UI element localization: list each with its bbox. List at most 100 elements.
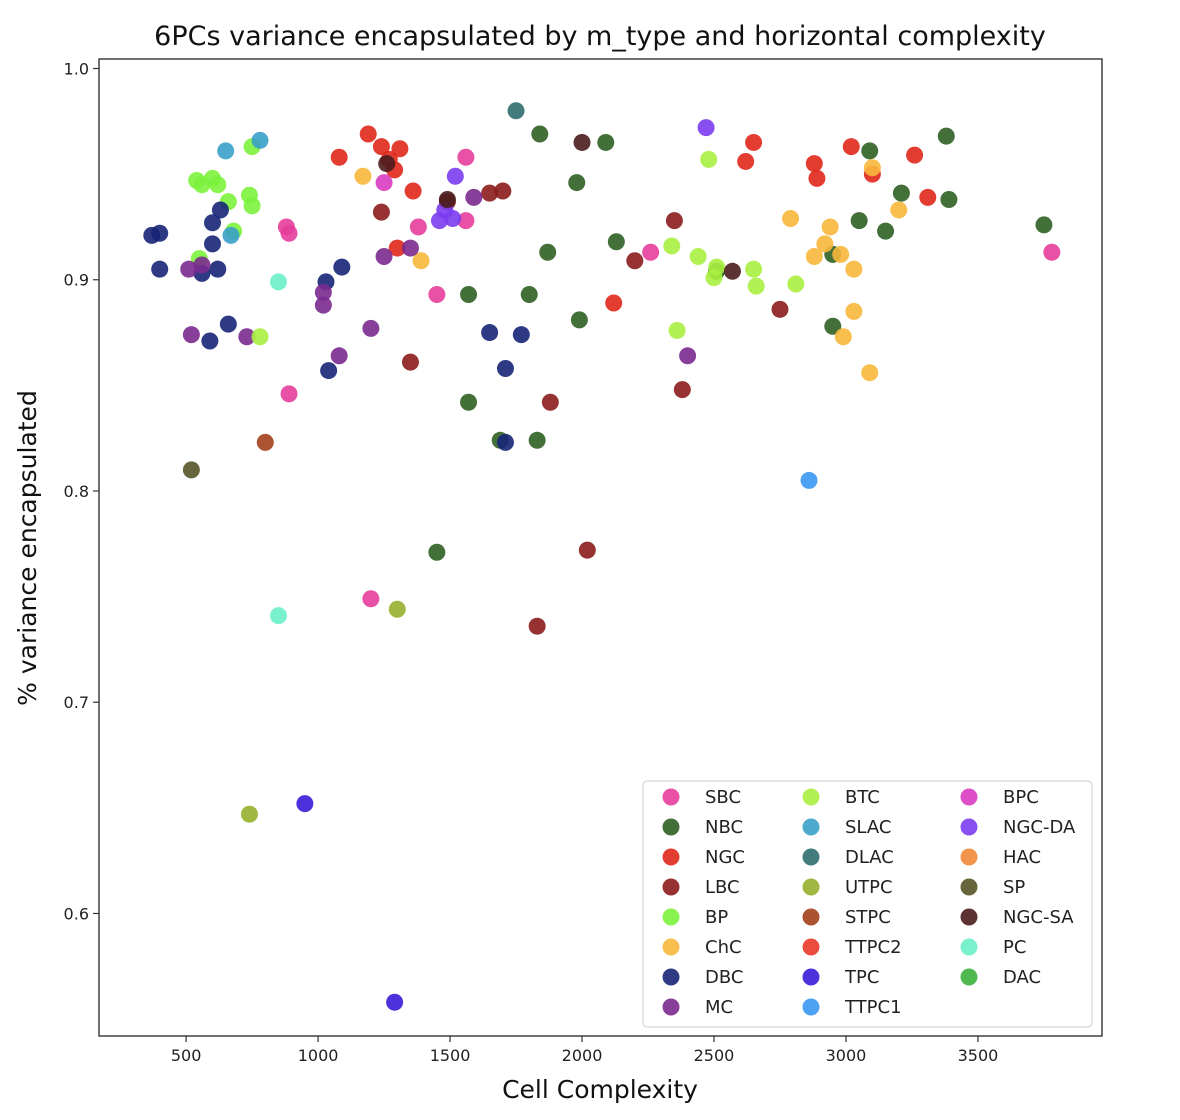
point-nbc <box>607 233 625 251</box>
legend-label-chc: ChC <box>705 937 742 958</box>
point-chc <box>821 218 839 236</box>
point-chc <box>845 260 863 278</box>
point-sbc <box>409 218 427 236</box>
point-ngc-sa <box>438 190 456 208</box>
legend-label-ttpc1: TTPC1 <box>844 997 902 1018</box>
point-sp <box>182 461 200 479</box>
point-nbc <box>528 431 546 449</box>
legend-marker-dac <box>960 968 978 986</box>
point-ngc <box>906 146 924 164</box>
legend-label-nbc: NBC <box>705 817 743 838</box>
point-sbc <box>280 224 298 242</box>
point-ngc <box>745 133 763 151</box>
point-btc <box>251 328 269 346</box>
legend-marker-dlac <box>802 848 820 866</box>
legend-marker-slac <box>802 818 820 836</box>
point-chc <box>805 248 823 266</box>
legend-marker-sp <box>960 878 978 896</box>
legend-marker-tpc <box>802 968 820 986</box>
point-btc <box>708 258 726 276</box>
legend-label-hac: HAC <box>1003 847 1041 868</box>
point-mc <box>330 347 348 365</box>
legend-label-ttpc2: TTPC2 <box>844 937 902 958</box>
point-slac <box>222 226 240 244</box>
point-sbc <box>280 385 298 403</box>
point-mc <box>182 326 200 344</box>
point-nbc <box>568 174 586 192</box>
point-ngc <box>808 169 826 187</box>
legend-label-dbc: DBC <box>705 967 743 988</box>
legend-label-stpc: STPC <box>845 907 891 928</box>
data-points <box>143 102 1061 1011</box>
point-ngc <box>391 140 409 158</box>
legend-label-ngc-sa: NGC-SA <box>1003 907 1074 928</box>
x-tick-label: 3000 <box>826 1046 867 1065</box>
point-mc <box>375 248 393 266</box>
point-nbc <box>940 190 958 208</box>
point-btc <box>747 277 765 295</box>
legend-label-lbc: LBC <box>705 877 740 898</box>
point-nbc <box>861 142 879 160</box>
point-ngc <box>330 148 348 166</box>
point-ngc-sa <box>378 155 396 173</box>
point-chc <box>863 159 881 177</box>
point-nbc <box>520 286 538 304</box>
legend-label-utpc: UTPC <box>845 877 893 898</box>
point-utpc <box>240 805 258 823</box>
point-lbc <box>401 353 419 371</box>
point-mc <box>193 256 211 274</box>
point-sbc <box>428 286 446 304</box>
point-mc <box>314 283 332 301</box>
point-ngc <box>359 125 377 143</box>
legend-marker-dbc <box>662 968 680 986</box>
point-dbc <box>203 235 221 253</box>
point-nbc <box>597 133 615 151</box>
legend-marker-ngc <box>662 848 680 866</box>
point-nbc <box>1035 216 1053 234</box>
point-nbc <box>428 543 446 561</box>
point-ngc-da <box>697 119 715 137</box>
point-lbc <box>626 252 644 270</box>
point-dbc <box>219 315 237 333</box>
point-pc <box>269 273 287 291</box>
point-ngc-sa <box>573 133 591 151</box>
point-ngc <box>842 138 860 156</box>
point-mc <box>401 239 419 257</box>
point-nbc <box>937 127 955 145</box>
legend-marker-ttpc1 <box>802 998 820 1016</box>
legend-marker-chc <box>662 938 680 956</box>
point-stpc <box>256 433 274 451</box>
legend-label-bpc: BPC <box>1003 787 1039 808</box>
legend-marker-hac <box>960 848 978 866</box>
point-tpc <box>386 993 404 1011</box>
x-tick-label: 1000 <box>298 1046 339 1065</box>
point-ngc <box>605 294 623 312</box>
x-tick-label: 3500 <box>958 1046 999 1065</box>
legend-marker-utpc <box>802 878 820 896</box>
point-nbc <box>824 317 842 335</box>
legend-marker-ttpc2 <box>802 938 820 956</box>
point-tpc <box>296 795 314 813</box>
point-lbc <box>541 393 559 411</box>
point-lbc <box>673 381 691 399</box>
point-lbc <box>578 541 596 559</box>
chart-title: 6PCs variance encapsulated by m_type and… <box>154 21 1046 52</box>
legend-label-ngc-da: NGC-DA <box>1003 817 1076 838</box>
point-mc <box>238 328 256 346</box>
point-nbc <box>892 184 910 202</box>
point-dbc <box>481 324 499 342</box>
point-pc <box>269 607 287 625</box>
legend-marker-sbc <box>662 788 680 806</box>
legend: SBC NBC NGC LBC BP ChC DBC MC BTC SLAC DLAC UTPC STP… <box>642 780 1093 1028</box>
point-btc <box>700 150 718 168</box>
point-dbc <box>512 326 530 344</box>
point-dbc <box>496 359 514 377</box>
legend-label-ngc: NGC <box>705 847 745 868</box>
point-chc <box>890 201 908 219</box>
legend-marker-pc <box>960 938 978 956</box>
legend-label-mc: MC <box>705 997 733 1018</box>
point-slac <box>217 142 235 160</box>
x-tick-label: 500 <box>171 1046 202 1065</box>
axis-ticks: 500 1000 1500 2000 2500 3000 3500 0.6 0.7 0.8 0.9 1… <box>64 60 999 1065</box>
point-nbc <box>539 243 557 261</box>
